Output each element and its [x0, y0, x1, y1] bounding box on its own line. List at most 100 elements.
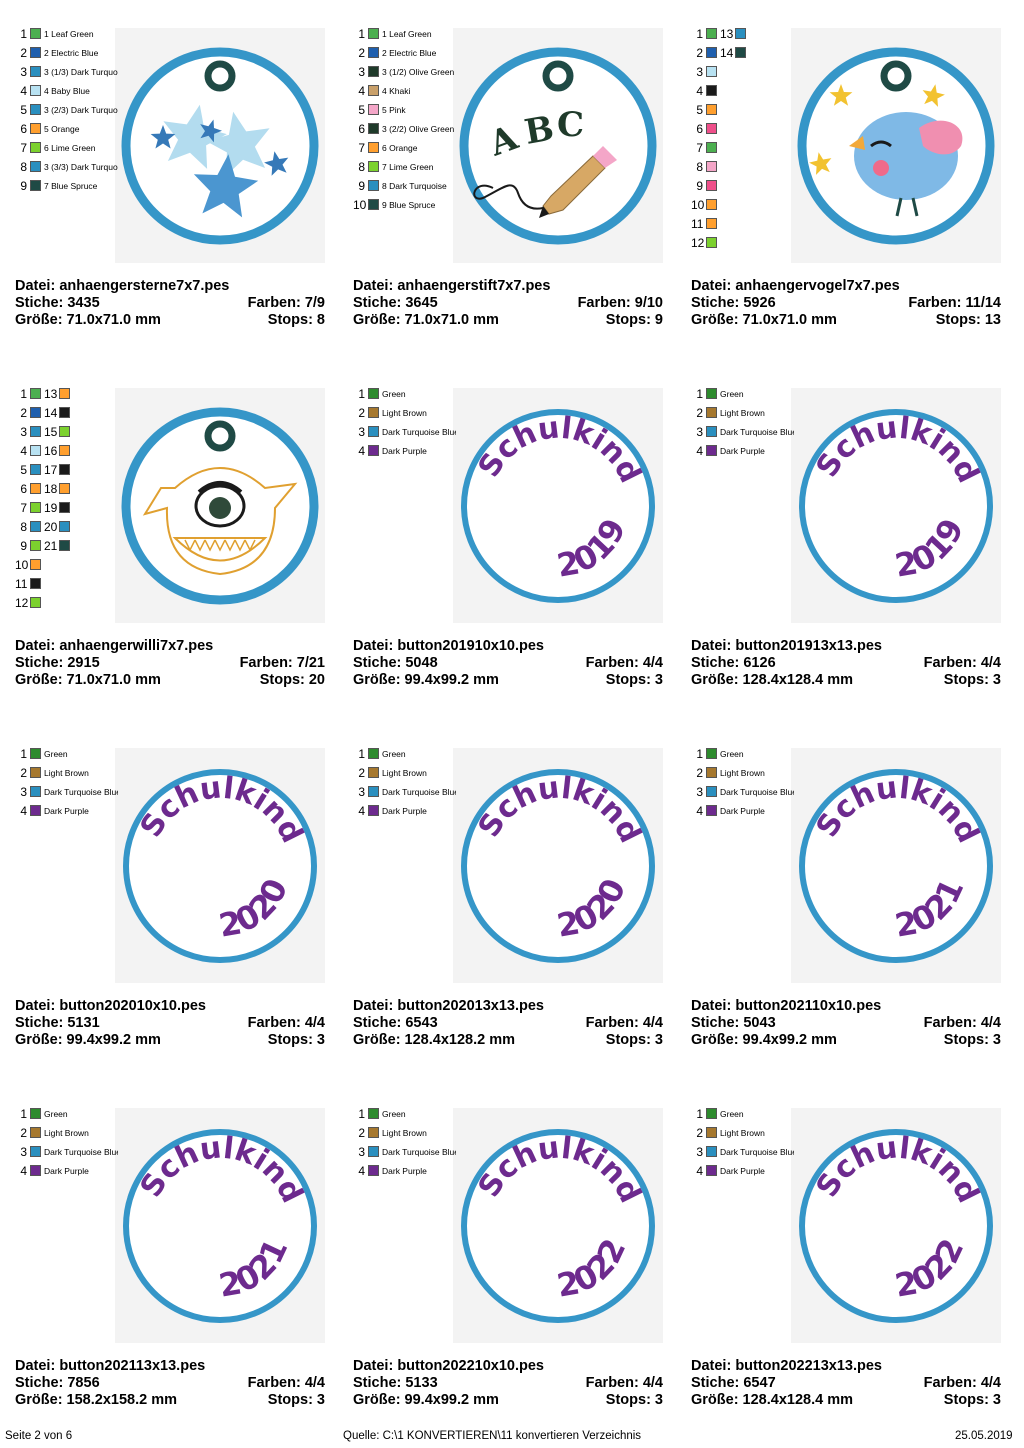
design-size: Größe: 71.0x71.0 mm Stops: 8: [15, 312, 325, 328]
thread-name: Dark Turquoise Blue: [44, 1147, 118, 1157]
bird-embroidery: [797, 47, 995, 245]
thread-index: 2: [358, 1126, 365, 1140]
thread-index: 1: [696, 1107, 703, 1121]
thread-index: 3: [358, 65, 365, 79]
thread-index: 1: [696, 387, 703, 401]
thread-index: 10: [15, 558, 29, 572]
design-card: Schulkind 2021 1 Green 2 Light Brown 3 Dark Tur…: [691, 748, 1011, 1088]
stop-count: Stops: 3: [267, 1032, 325, 1048]
file-name: Datei: button202213x13.pes: [691, 1358, 882, 1374]
monster-icon: [142, 467, 298, 576]
stop-count: Stops: 3: [943, 1392, 1001, 1408]
svg-text:B: B: [522, 108, 557, 152]
thread-name: Light Brown: [44, 768, 89, 778]
color-swatch: [30, 748, 41, 759]
stars-icon: [150, 104, 289, 218]
thread-index: 4: [696, 804, 703, 818]
thread-index: 2: [20, 1126, 27, 1140]
stop-count: Stops: 3: [605, 672, 663, 688]
design-preview: Schulkind 2019: [791, 388, 1001, 623]
file-name: Datei: anhaengersterne7x7.pes: [15, 278, 230, 294]
thread-index: 13: [44, 387, 58, 401]
design-size: Größe: 71.0x71.0 mm Stops: 20: [15, 672, 325, 688]
thread-name: 3 (3/3) Dark Turquoise Blue: [44, 162, 118, 172]
design-preview: Schulkind 2020: [453, 748, 663, 983]
color-swatch: [30, 142, 41, 153]
thread-name: Dark Purple: [720, 1166, 765, 1176]
thread-name: Dark Purple: [44, 1166, 89, 1176]
thread-name: 7 Lime Green: [382, 162, 434, 172]
stitch-count: Stiche: 5048 Farben: 4/4: [353, 655, 663, 671]
thread-index: 2: [20, 766, 27, 780]
thread-name: Light Brown: [720, 768, 765, 778]
color-swatch: [59, 464, 70, 475]
color-swatch: [368, 1127, 379, 1138]
thread-index: 4: [20, 804, 27, 818]
thread-index: 7: [20, 141, 27, 155]
design-card: 1 1 Leaf Green 2 2 Electric Blue 3 3 (1/3) Da…: [15, 28, 335, 368]
color-swatch: [59, 502, 70, 513]
color-swatch: [706, 218, 717, 229]
color-swatch: [30, 66, 41, 77]
file-name: Datei: button202210x10.pes: [353, 1358, 544, 1374]
thread-name: Dark Turquoise Blue: [720, 427, 794, 437]
color-swatch: [706, 805, 717, 816]
color-count: Farben: 7/9: [247, 295, 325, 311]
thread-index: 16: [44, 444, 58, 458]
thread-name: 7 Blue Spruce: [44, 181, 98, 191]
design-info: Datei: button202110x10.pes Stiche: 5043 Fa…: [691, 998, 1001, 1049]
color-count: Farben: 4/4: [585, 1375, 663, 1391]
thread-index: 1: [358, 747, 365, 761]
color-swatch: [30, 502, 41, 513]
design-preview: Schulkind 2021: [791, 748, 1001, 983]
stop-count: Stops: 3: [943, 672, 1001, 688]
thread-name: 5 Orange: [44, 124, 80, 134]
thread-index: 3: [696, 425, 703, 439]
thread-index: 4: [358, 84, 365, 98]
thread-name: 9 Blue Spruce: [382, 200, 436, 210]
stitch-count: Stiche: 6547 Farben: 4/4: [691, 1375, 1001, 1391]
color-swatch: [30, 1146, 41, 1157]
color-swatch: [30, 805, 41, 816]
color-swatch: [30, 521, 41, 532]
stitch-count: Stiche: 3435 Farben: 7/9: [15, 295, 325, 311]
file-name: Datei: anhaengerwilli7x7.pes: [15, 638, 214, 654]
thread-name: 3 (1/3) Dark Turquoise Blue: [44, 67, 118, 77]
color-swatch: [368, 180, 379, 191]
thread-index: 6: [358, 122, 365, 136]
color-swatch: [30, 445, 41, 456]
color-swatch: [30, 426, 41, 437]
color-swatch: [30, 540, 41, 551]
color-swatch: [706, 1146, 717, 1157]
color-swatch: [59, 407, 70, 418]
color-swatch: [30, 578, 41, 589]
design-size: Größe: 128.4x128.4 mm Stops: 3: [691, 672, 1001, 688]
color-swatch: [368, 748, 379, 759]
thread-name: Dark Purple: [382, 1166, 427, 1176]
design-size: Größe: 99.4x99.2 mm Stops: 3: [353, 672, 663, 688]
thread-name: Green: [382, 749, 406, 759]
thread-index: 4: [358, 1164, 365, 1178]
outer-ring: [459, 47, 657, 245]
abc-embroidery: AB C: [459, 47, 657, 245]
design-size: Größe: 71.0x71.0 mm Stops: 13: [691, 312, 1001, 328]
thread-index: 1: [696, 747, 703, 761]
stitch-count: Stiche: 2915 Farben: 7/21: [15, 655, 325, 671]
design-preview: Schulkind 2022: [791, 1108, 1001, 1343]
outer-ring: [799, 1129, 993, 1323]
eyelet-icon: [204, 60, 236, 92]
color-swatch: [706, 748, 717, 759]
color-swatch: [368, 47, 379, 58]
thread-index: 3: [20, 65, 27, 79]
outer-ring: [123, 769, 317, 963]
thread-name: Dark Turquoise Blue: [720, 787, 794, 797]
thread-name: 5 Pink: [382, 105, 406, 115]
thread-index: 4: [696, 1164, 703, 1178]
design-size: Größe: 128.4x128.2 mm Stops: 3: [353, 1032, 663, 1048]
file-name: Datei: button202113x13.pes: [15, 1358, 206, 1374]
